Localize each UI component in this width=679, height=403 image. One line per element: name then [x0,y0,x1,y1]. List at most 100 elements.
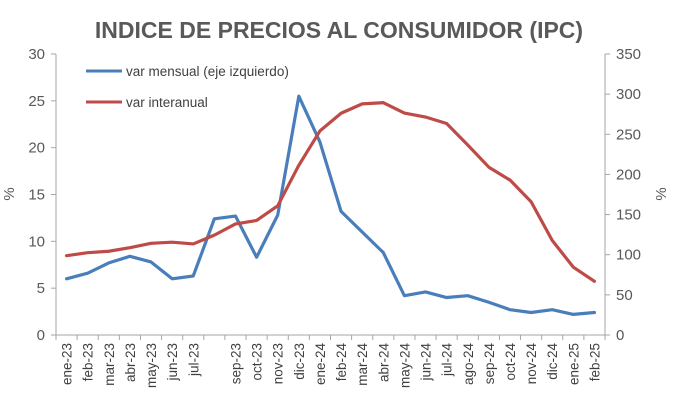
left-axis-label: % [1,187,18,200]
right-tick-label: 100 [616,247,641,264]
right-axis-ticks: 0 50 100 150 200 250 300 350 [605,46,641,344]
series-0-point [108,262,110,264]
x-tick-label: dic-24 [545,343,560,380]
series-1-point [530,201,532,203]
left-tick-label: 30 [28,46,45,63]
x-tick-label: ene-25 [566,343,581,385]
x-tick-label: sep-23 [228,343,243,384]
series-1-point [192,243,194,245]
series-1-point [424,116,427,118]
series-line-0 [64,94,597,316]
right-tick-label: 350 [616,46,641,63]
x-tick-label: ago-24 [461,343,476,386]
series-0-point [403,295,405,297]
series-1-point [171,241,173,243]
x-tick-label: mar-23 [102,343,117,386]
right-axis-label: % [653,187,670,200]
series-0-point [530,311,532,314]
x-tick-label: jul-24 [440,343,455,378]
series-0-point [340,210,342,212]
x-tick-label: may-23 [144,343,159,388]
x-tick-label: jul-23 [186,343,201,377]
x-tick-label: may-24 [397,343,412,389]
x-tick-label: jun-24 [419,343,434,382]
series-line-1 [64,101,597,283]
left-tick-label: 20 [28,140,45,157]
series-0-point [171,278,173,280]
series-1-point [572,266,574,268]
x-tick-label: feb-25 [587,343,602,381]
legend-label-monthly: var mensual (eje izquierdo) [126,64,289,79]
legend-label-annual: var interanual [126,95,208,110]
series-0-point [551,309,553,311]
left-tick-label: 0 [37,327,45,344]
series-1-point [234,223,237,225]
series-1-point [593,280,596,282]
x-tick-label: nov-23 [271,343,286,384]
series-0-point [382,251,384,254]
x-tick-label: feb-24 [334,343,349,382]
series-0-point [424,291,427,293]
series-1-point [277,205,279,207]
series-0-point [192,275,194,277]
left-tick-label: 15 [28,187,45,204]
x-tick-label: oct-24 [503,343,518,381]
left-tick-label: 25 [28,93,45,110]
series-0-point [256,256,258,258]
series-0-point [150,261,152,263]
right-tick-label: 300 [616,86,641,103]
series-1-point [87,252,89,254]
series-1-point [150,242,152,244]
x-tick-label: abr-24 [376,343,391,383]
x-tick-label: dic-23 [292,343,307,380]
series-0-point [488,301,490,303]
series-0-point [277,214,279,216]
x-axis-ticks: ene-23 feb-23 mar-23 abr-23 may-23 jun-23 jul-… [55,335,606,389]
x-tick-label: abr-23 [123,343,138,382]
series-1-point [108,250,110,252]
x-tick-label: mar-24 [355,343,370,386]
x-tick-label: ene-24 [313,343,328,386]
series-0-point [129,255,131,257]
series-0-point [509,309,511,311]
series-1-point [361,103,363,105]
left-tick-label: 10 [28,233,45,250]
right-tick-label: 50 [616,287,633,304]
left-axis-ticks: 0 5 10 15 20 25 30 [28,46,56,344]
series-0-point [572,313,574,315]
series-1-point [403,112,405,114]
series-0-point [65,278,68,280]
left-tick-label: 5 [37,280,45,297]
x-tick-label: jun-23 [165,343,180,382]
series-0-point [467,295,469,297]
series-group [64,94,597,316]
series-1-point [509,179,511,181]
right-tick-label: 250 [616,126,641,143]
series-0-point [446,296,448,299]
x-tick-label: ene-23 [60,343,75,385]
x-tick-label: sep-24 [482,343,497,385]
series-1-point [551,239,553,242]
right-tick-label: 0 [616,327,624,344]
right-tick-label: 150 [616,207,641,224]
series-1-point [319,130,321,132]
series-1-point [488,166,490,168]
x-tick-label: oct-23 [250,343,265,381]
series-0-point [298,95,300,97]
series-1-point [446,122,448,125]
series-0-point [213,218,215,220]
series-1-point [256,219,258,222]
series-1-point [382,102,384,104]
series-0-point [361,231,363,233]
legend: var mensual (eje izquierdo) var interanu… [86,64,289,110]
series-0-point [319,141,321,143]
series-0-point [234,215,237,217]
series-1-point [298,164,300,166]
series-1-point [467,144,469,146]
x-tick-label: feb-23 [81,343,96,381]
chart-title: INDICE DE PRECIOS AL CONSUMIDOR (IPC) [95,17,583,43]
right-tick-label: 200 [616,166,641,183]
x-tick-label: nov-24 [524,343,539,385]
